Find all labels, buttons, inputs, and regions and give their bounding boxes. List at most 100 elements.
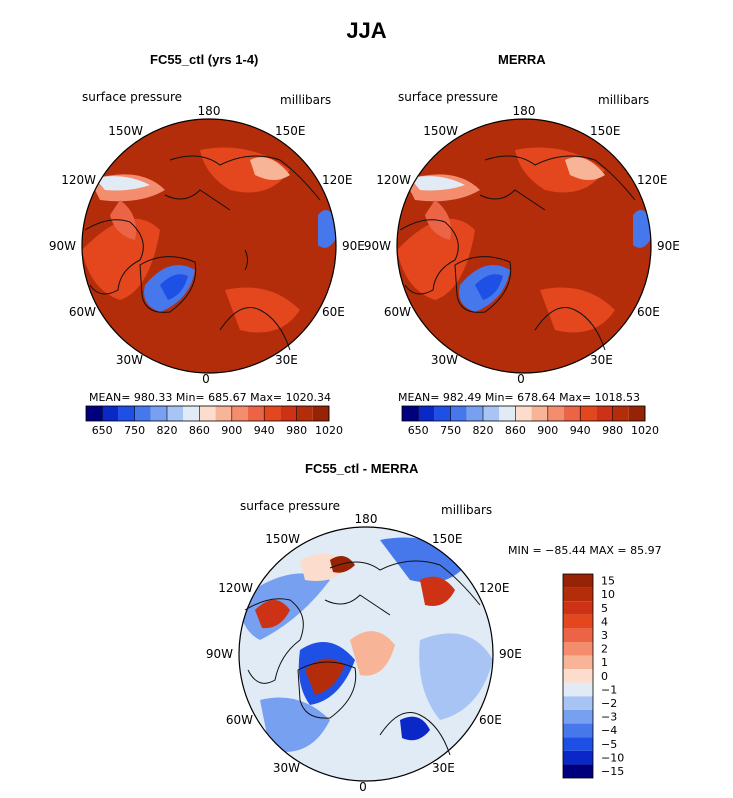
colorbar-swatch	[215, 406, 232, 421]
colorbar-tick-label: 1	[601, 656, 608, 669]
colorbar-tick-label: 940	[570, 424, 591, 437]
colorbar-tick-label: 5	[601, 602, 608, 615]
colorbar-swatch	[312, 406, 329, 421]
colorbar-swatch	[563, 696, 593, 710]
colorbar-swatch	[531, 406, 548, 421]
colorbar-swatch	[563, 669, 593, 683]
lon-label-ul1: 150W	[423, 124, 458, 138]
colorbar-swatch	[563, 764, 593, 778]
colorbar-swatch	[515, 406, 532, 421]
map-merra	[396, 118, 652, 374]
colorbar-swatch	[264, 406, 281, 421]
colorbar-tick-label: 980	[602, 424, 623, 437]
panel-title-merra: MERRA	[498, 52, 546, 67]
panel-title-diff: FC55_ctl - MERRA	[305, 461, 419, 476]
colorbar-tick-label: 650	[92, 424, 113, 437]
lon-label-lr2: 30E	[590, 353, 613, 367]
colorbar-swatch	[563, 642, 593, 656]
lon-label-bottom: 0	[517, 372, 525, 386]
colorbar-swatch	[102, 406, 119, 421]
colorbar-swatch	[563, 682, 593, 697]
colorbar-tick-label: 820	[157, 424, 178, 437]
colorbar-tick-label: −3	[601, 711, 617, 724]
colorbar-swatch	[563, 737, 593, 751]
colorbar-swatch	[564, 406, 581, 421]
lon-label-left: 90W	[364, 239, 391, 253]
colorbar-swatch	[280, 406, 297, 421]
colorbar-swatch	[563, 710, 593, 724]
colorbar-tick-label: 10	[601, 588, 615, 601]
colorbar-tick-label: 650	[408, 424, 429, 437]
lon-label-right: 90E	[499, 647, 522, 661]
colorbar-swatch	[612, 406, 629, 421]
lon-label-ll1: 60W	[69, 305, 96, 319]
colorbar-swatch	[563, 601, 593, 615]
main-title: JJA	[346, 18, 387, 43]
units-label-model: millibars	[280, 93, 332, 107]
colorbar-tick-label: 900	[537, 424, 558, 437]
colorbar-tick-label: 3	[601, 629, 608, 642]
colorbar-model: 650 750 820 860 900 940 980 1020	[85, 405, 343, 437]
colorbar-swatch	[563, 574, 593, 588]
variable-label-merra: surface pressure	[398, 90, 498, 104]
colorbar-swatch	[434, 406, 451, 421]
colorbar-tick-label: 0	[601, 670, 608, 683]
colorbar-swatch	[547, 406, 564, 421]
lon-label-ur2: 120E	[479, 581, 510, 595]
colorbar-tick-label: 980	[286, 424, 307, 437]
colorbar-swatch	[199, 406, 216, 421]
colorbar-swatch	[450, 406, 467, 421]
lon-label-lr1: 60E	[322, 305, 345, 319]
variable-label-diff: surface pressure	[240, 499, 340, 513]
colorbar-swatch	[466, 406, 483, 421]
lon-label-left: 90W	[206, 647, 233, 661]
lon-label-top: 180	[198, 104, 221, 118]
colorbar-tick-label: 1020	[631, 424, 659, 437]
lon-label-ur2: 120E	[322, 173, 353, 187]
colorbar-swatch	[134, 406, 151, 421]
colorbar-tick-label: −4	[601, 724, 617, 737]
lon-label-lr1: 60E	[479, 713, 502, 727]
lon-label-left: 90W	[49, 239, 76, 253]
lon-label-ur1: 150E	[275, 124, 306, 138]
colorbar-tick-label: 4	[601, 615, 608, 628]
colorbar-tick-label: 900	[221, 424, 242, 437]
colorbar-tick-label: 1020	[315, 424, 343, 437]
colorbar-swatch	[499, 406, 516, 421]
colorbar-swatch	[628, 406, 645, 421]
stats-merra: MEAN= 982.49 Min= 678.64 Max= 1018.53	[398, 391, 641, 404]
lon-label-ul2: 120W	[61, 173, 96, 187]
colorbar-swatch	[563, 614, 593, 629]
colorbar-swatch	[183, 406, 200, 421]
lon-label-ll2: 30W	[116, 353, 143, 367]
colorbar-tick-label: −15	[601, 765, 624, 778]
lon-label-ul1: 150W	[265, 532, 300, 546]
colorbar-tick-label: −1	[601, 683, 617, 696]
lon-label-ur1: 150E	[432, 532, 463, 546]
colorbar-frame	[562, 573, 594, 779]
lon-label-right: 90E	[342, 239, 365, 253]
colorbar-tick-label: 750	[440, 424, 461, 437]
lon-label-ur2: 120E	[637, 173, 668, 187]
lon-label-top: 180	[355, 512, 378, 526]
lon-label-bottom: 0	[359, 780, 367, 794]
map-diff	[238, 526, 494, 782]
lon-label-ll1: 60W	[384, 305, 411, 319]
lon-label-ul1: 150W	[108, 124, 143, 138]
colorbar-swatch	[563, 723, 593, 738]
colorbar-tick-label: 940	[254, 424, 275, 437]
colorbar-tick-label: −2	[601, 697, 617, 710]
lon-label-lr1: 60E	[637, 305, 660, 319]
colorbar-swatch	[563, 628, 593, 642]
colorbar-swatch	[563, 750, 593, 765]
stats-model: MEAN= 980.33 Min= 685.67 Max= 1020.34	[89, 391, 332, 404]
colorbar-swatch	[248, 406, 265, 421]
lon-label-top: 180	[513, 104, 536, 118]
colorbar-merra: 650 750 820 860 900 940 980 1020	[401, 405, 659, 437]
colorbar-swatch	[418, 406, 435, 421]
lon-label-lr2: 30E	[275, 353, 298, 367]
colorbar-swatch	[150, 406, 167, 421]
colorbar-tick-label: 2	[601, 643, 608, 656]
colorbar-tick-label: −10	[601, 751, 624, 764]
